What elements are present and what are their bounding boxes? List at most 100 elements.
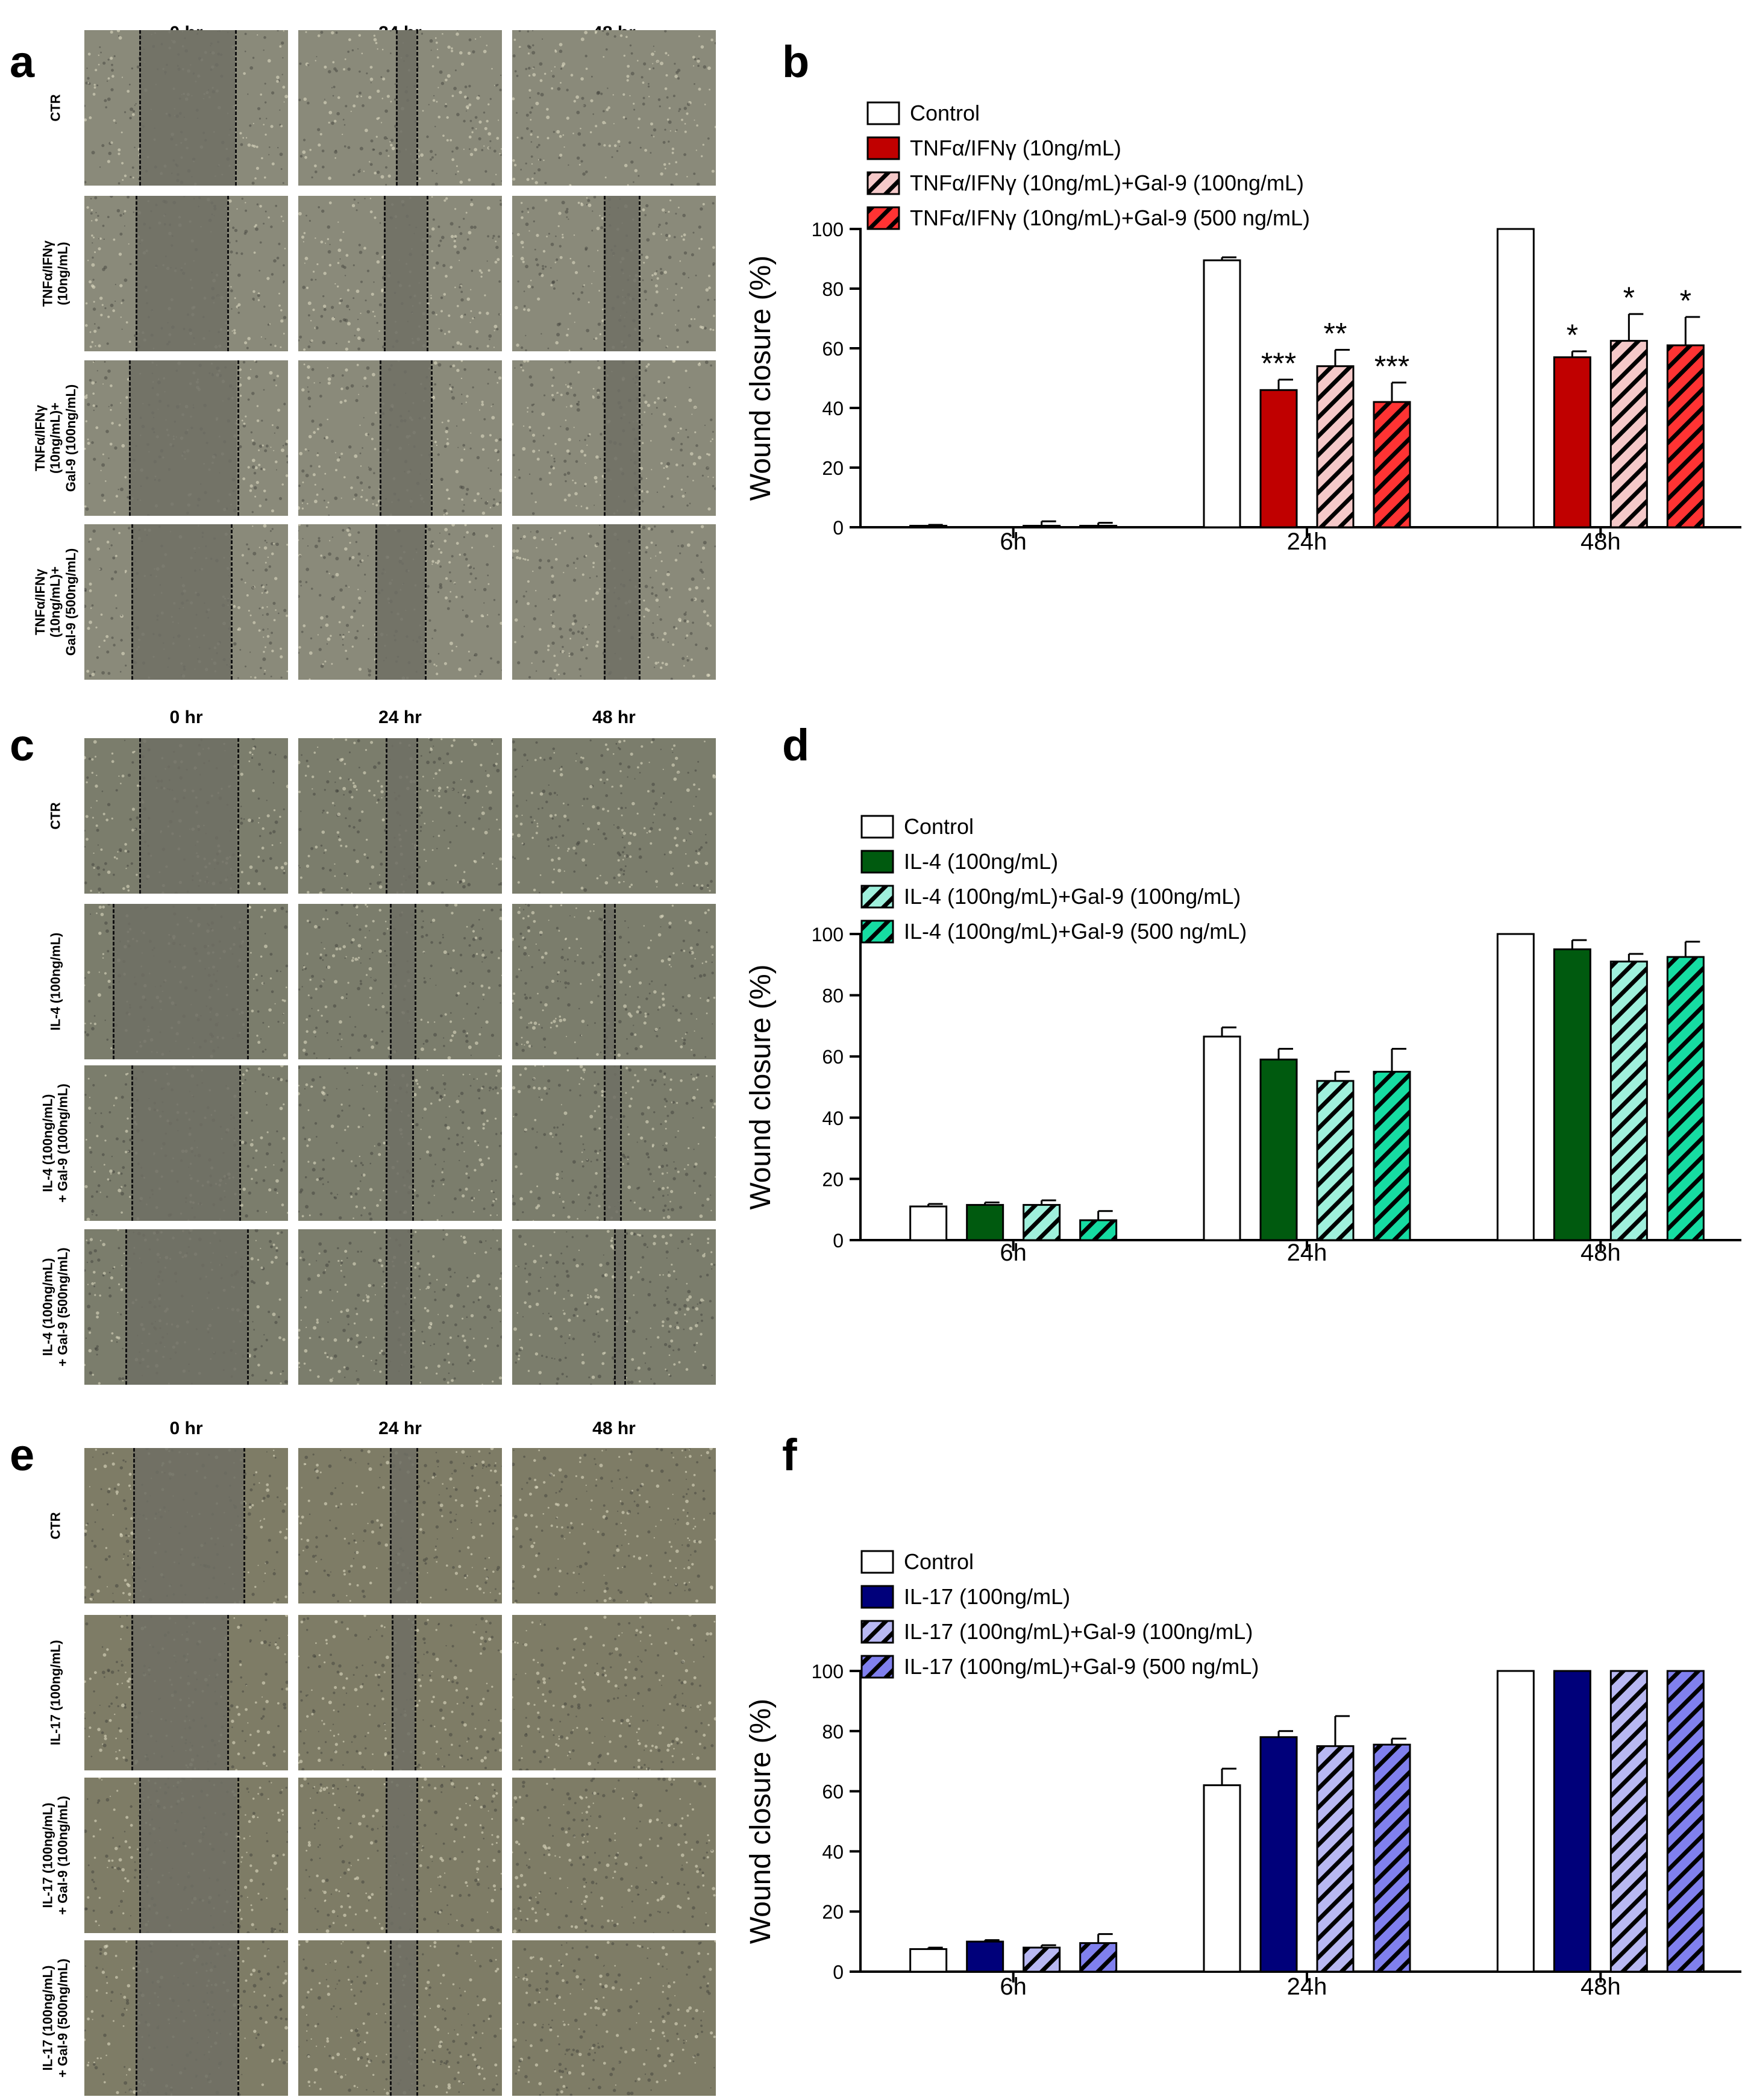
wound-gap xyxy=(614,1229,624,1385)
wound-edge-line xyxy=(638,196,641,351)
cell-texture xyxy=(512,738,716,894)
legend-swatch xyxy=(860,920,894,944)
micrograph-tile xyxy=(84,1615,288,1770)
wound-gap xyxy=(375,524,425,680)
bar xyxy=(1666,1670,1705,1973)
y-tick-label: 40 xyxy=(822,1108,844,1129)
wound-edge-line xyxy=(386,738,388,894)
wound-edge-line xyxy=(239,1065,241,1221)
x-tick-label: 6h xyxy=(1000,1973,1027,2000)
wound-edge-line xyxy=(638,360,641,516)
cell-texture xyxy=(512,904,716,1059)
row-label: IL-17 (100ng/mL) + Gal-9 (500ng/mL) xyxy=(40,1958,71,2077)
x-tick-label: 48h xyxy=(1581,528,1621,555)
column-header: 48 hr xyxy=(592,707,636,727)
panel-letter-e: e xyxy=(10,1430,35,1480)
wound-gap xyxy=(386,1229,410,1385)
significance-marker: *** xyxy=(1261,346,1296,380)
row-label: TNFα/IFNγ (10ng/mL) xyxy=(40,240,71,307)
legend-label: IL-4 (100ng/mL) xyxy=(904,849,1058,874)
bar xyxy=(1496,1670,1535,1973)
y-tick-label: 0 xyxy=(833,1961,844,1983)
row-label-line: IL-17 (100ng/mL) xyxy=(48,1640,63,1746)
row-label: TNFα/IFNγ (10ng/mL)+ Gal-9 (500ng/mL) xyxy=(33,548,78,656)
legend-swatch xyxy=(866,136,900,160)
bar xyxy=(1203,259,1241,528)
micrograph-tile xyxy=(298,1615,502,1770)
bar xyxy=(1259,389,1298,528)
micrograph-tile xyxy=(84,524,288,680)
y-tick-label: 100 xyxy=(812,1661,844,1682)
micrograph-tile xyxy=(512,738,716,894)
micrograph-tile xyxy=(298,1229,502,1385)
y-tick-label: 20 xyxy=(822,1168,844,1190)
significance-marker: *** xyxy=(1374,349,1409,383)
wound-edge-line xyxy=(131,1615,133,1770)
bar xyxy=(1259,1058,1298,1241)
micrograph-tile xyxy=(298,524,502,680)
row-label-line: IL-17 (100ng/mL) xyxy=(40,1802,55,1908)
legend-swatch xyxy=(866,101,900,125)
row-label: TNFα/IFNγ (10ng/mL)+ Gal-9 (100ng/mL) xyxy=(33,384,78,492)
y-tick-label: 0 xyxy=(833,517,844,539)
y-tick-label: 100 xyxy=(812,924,844,945)
bar xyxy=(1023,525,1061,528)
wound-edge-line xyxy=(392,1615,394,1770)
cell-texture xyxy=(513,1230,716,1385)
micrograph-tile xyxy=(84,1229,288,1385)
y-tick-label: 20 xyxy=(822,1901,844,1923)
wound-edge-line xyxy=(390,1448,392,1603)
micrograph-tile xyxy=(298,1778,502,1933)
legend-swatch xyxy=(860,885,894,909)
bar xyxy=(909,1948,948,1973)
bar xyxy=(1259,1736,1298,1973)
row-label: IL-17 (100ng/mL) + Gal-9 (100ng/mL) xyxy=(40,1796,71,1914)
row-label: IL-4 (100ng/mL) + Gal-9 (500ng/mL) xyxy=(40,1247,71,1366)
y-tick-label: 20 xyxy=(822,457,844,479)
row-label-line: TNFα/IFNγ xyxy=(40,240,55,307)
row-label-line: Gal-9 (100ng/mL) xyxy=(63,384,78,492)
wound-edge-line xyxy=(113,904,115,1059)
x-tick-label: 48h xyxy=(1581,1973,1621,2000)
column-header: 48 hr xyxy=(592,1418,636,1438)
bar xyxy=(1496,933,1535,1241)
y-tick-label: 40 xyxy=(822,398,844,419)
row-label-line: (10ng/mL)+ xyxy=(48,566,63,638)
cell-texture xyxy=(298,30,502,186)
legend-swatch xyxy=(860,1550,894,1574)
wound-edge-line xyxy=(416,1940,419,2096)
y-axis-label: Wound closure (%) xyxy=(745,255,777,501)
column-header: 0 hr xyxy=(169,707,203,727)
wound-gap xyxy=(604,196,639,351)
wound-edge-line xyxy=(614,1229,616,1385)
legend-swatch xyxy=(860,1655,894,1679)
micrograph-tile xyxy=(512,524,716,680)
cell-texture xyxy=(512,1778,716,1933)
y-tick-label: 80 xyxy=(822,278,844,300)
micrograph-tile xyxy=(512,30,716,186)
wound-gap xyxy=(392,1615,415,1770)
cell-texture xyxy=(512,30,716,186)
wound-edge-line xyxy=(604,196,606,351)
legend-swatch xyxy=(860,850,894,874)
micrograph-tile xyxy=(84,738,288,894)
wound-edge-line xyxy=(227,1615,229,1770)
legend-label: IL-17 (100ng/mL)+Gal-9 (100ng/mL) xyxy=(904,1619,1253,1644)
bar xyxy=(1373,401,1411,528)
bar xyxy=(966,1940,1004,1973)
wound-edge-line xyxy=(131,1065,133,1221)
bar xyxy=(1079,1219,1118,1241)
wound-gap xyxy=(113,904,248,1059)
wound-edge-line xyxy=(383,196,386,351)
wound-gap xyxy=(386,738,417,894)
micrograph-tile xyxy=(84,1448,288,1603)
y-axis-label: Wound closure (%) xyxy=(745,1699,777,1944)
x-tick-label: 24h xyxy=(1287,1240,1327,1266)
bar-chart-d: Control IL-4 (100ng/mL) IL-4 (100ng/mL)+Ga… xyxy=(745,814,1741,1266)
y-axis-label: Wound closure (%) xyxy=(745,964,777,1209)
legend-label: IL-17 (100ng/mL) xyxy=(904,1584,1070,1609)
wound-edge-line xyxy=(424,524,427,680)
legend-label: TNFα/IFNγ (10ng/mL)+Gal-9 (500 ng/mL) xyxy=(910,205,1310,230)
wound-gap xyxy=(131,1615,227,1770)
micrograph-tile xyxy=(84,360,288,516)
